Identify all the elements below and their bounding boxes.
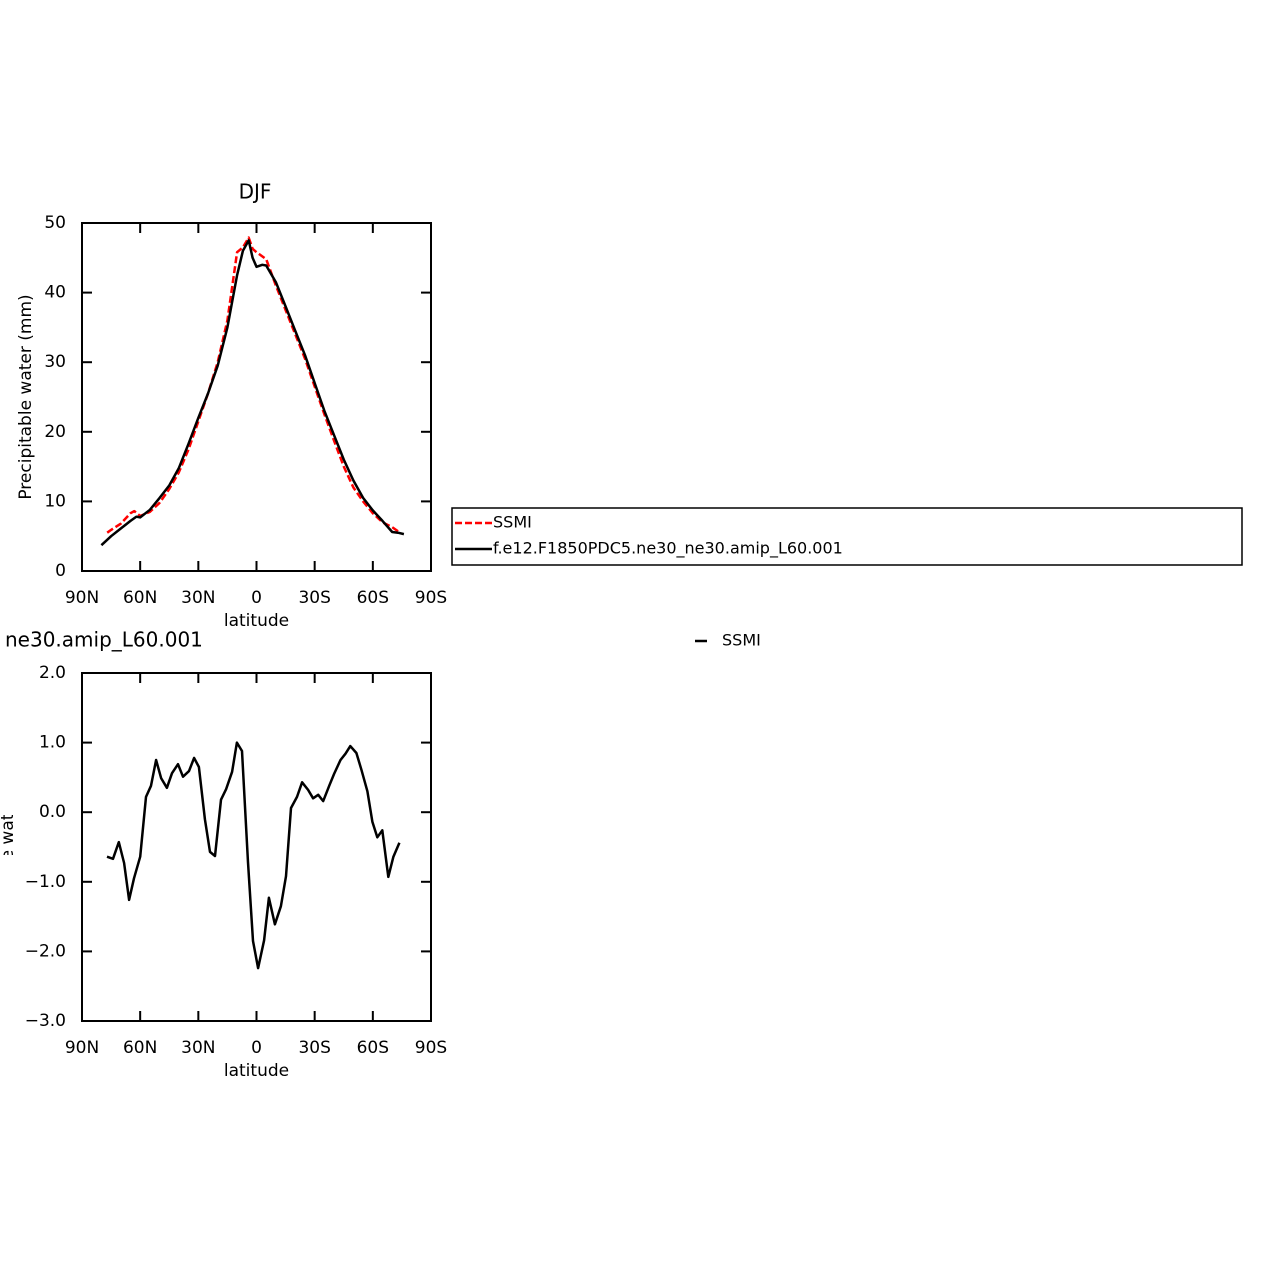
plot-frame	[81, 672, 432, 1022]
x-tick-label: 30S	[298, 1038, 330, 1058]
y-tick-label: 20	[44, 422, 66, 442]
y-tick-label: 10	[44, 491, 66, 511]
x-axis-label: latitude	[224, 611, 289, 631]
y-tick-label: 1.0	[39, 733, 66, 753]
x-tick-label: 30N	[181, 588, 215, 608]
x-tick-label: 90S	[415, 588, 447, 608]
x-tick-label: 60N	[123, 1038, 157, 1058]
y-tick-label: 0.0	[39, 802, 66, 822]
x-tick-label: 0	[251, 1038, 262, 1058]
y-tick-label: −2.0	[25, 941, 66, 961]
legend-label: SSMI	[722, 631, 761, 650]
x-tick-label: 90N	[65, 588, 99, 608]
y-tick-label: 0	[55, 561, 66, 581]
legend-label: f.e12.F1850PDC5.ne30_ne30.amip_L60.001	[493, 539, 843, 559]
y-tick-label: 2.0	[39, 663, 66, 683]
data-line	[106, 741, 401, 970]
x-tick-label: 0	[251, 588, 262, 608]
y-axis-label: Precipitable water (mm)	[16, 294, 36, 499]
y-tick-label: 40	[44, 283, 66, 303]
x-tick-label: 60S	[357, 1038, 389, 1058]
data-line	[100, 239, 405, 547]
x-tick-label: 60N	[123, 588, 157, 608]
y-axis-label: Precipitable water (mm)	[0, 744, 18, 949]
x-axis-label: latitude	[224, 1061, 289, 1081]
y-tick-label: −3.0	[25, 1011, 66, 1031]
legend-label: SSMI	[493, 513, 532, 532]
x-tick-label: 30N	[181, 1038, 215, 1058]
y-tick-label: 30	[44, 352, 66, 372]
x-tick-label: 90S	[415, 1038, 447, 1058]
y-tick-label: −1.0	[25, 872, 66, 892]
x-tick-label: 30S	[298, 588, 330, 608]
x-tick-label: 60S	[357, 588, 389, 608]
chart-title: ne30.amip_L60.001	[5, 628, 203, 652]
x-tick-label: 90N	[65, 1038, 99, 1058]
y-tick-label: 50	[44, 213, 66, 233]
plot-frame	[81, 222, 432, 572]
legend-box	[451, 507, 1243, 566]
data-line	[106, 236, 401, 534]
chart-title: DJF	[239, 180, 272, 204]
